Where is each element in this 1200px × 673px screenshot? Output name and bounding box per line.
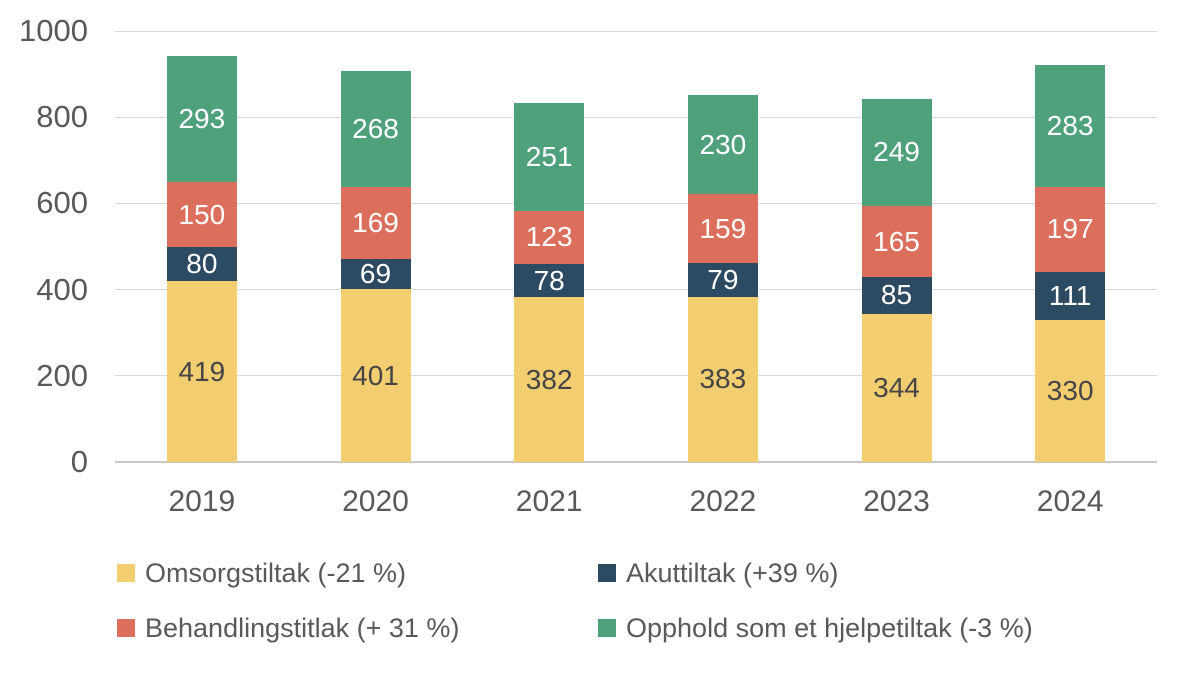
bar-segment-2024-omsorgstiltak[interactable]: 330 bbox=[1035, 319, 1106, 462]
bar-segment-2022-akuttiltak[interactable]: 79 bbox=[687, 262, 758, 297]
bar-value-label: 330 bbox=[1046, 374, 1094, 406]
bar-segment-2024-behandlingstitlak[interactable]: 197 bbox=[1035, 187, 1106, 272]
bar-value-label: 165 bbox=[873, 225, 920, 257]
legend-label: Behandlingstitlak (+ 31 %) bbox=[145, 612, 460, 643]
x-axis-tick-label: 2024 bbox=[1036, 485, 1104, 518]
x-axis-tick-label: 2020 bbox=[342, 485, 409, 518]
y-axis-tick-label: 600 bbox=[36, 185, 88, 221]
gridline bbox=[115, 375, 1157, 377]
gridline bbox=[115, 116, 1157, 118]
bar-segment-2021-opphold-som-et-hjelpetiltak[interactable]: 251 bbox=[514, 102, 585, 211]
y-axis-tick-label: 200 bbox=[36, 357, 88, 393]
bar-value-label: 251 bbox=[525, 140, 573, 172]
x-axis-tick-label: 2021 bbox=[515, 485, 583, 518]
x-axis-baseline bbox=[115, 461, 1157, 463]
gridline bbox=[115, 202, 1157, 204]
bar-value-label: 401 bbox=[352, 359, 399, 391]
x-axis-tick-label: 2019 bbox=[168, 485, 236, 518]
bar-value-label: 249 bbox=[873, 136, 920, 168]
bar-value-label: 150 bbox=[178, 198, 226, 230]
legend-swatch-opphold-som-et-hjelpetiltak bbox=[598, 619, 616, 637]
bar-segment-2022-omsorgstiltak[interactable]: 383 bbox=[687, 296, 758, 462]
bar-segment-2022-behandlingstitlak[interactable]: 159 bbox=[687, 194, 758, 263]
legend-item-opphold-som-et-hjelpetiltak[interactable]: Opphold som et hjelpetiltak (-3 %) bbox=[598, 612, 1033, 644]
bar-value-label: 293 bbox=[178, 103, 226, 135]
y-axis-tick-label: 0 bbox=[70, 444, 88, 479]
bar-value-label: 382 bbox=[525, 363, 573, 395]
bar-value-label: 78 bbox=[533, 264, 565, 296]
legend-label: Omsorgstiltak (-21 %) bbox=[145, 557, 407, 588]
legend-item-akuttiltak[interactable]: Akuttiltak (+39 %) bbox=[598, 557, 838, 589]
bar-segment-2021-omsorgstiltak[interactable]: 382 bbox=[514, 297, 585, 462]
bar-segment-2020-behandlingstitlak[interactable]: 169 bbox=[340, 186, 411, 260]
gridline bbox=[115, 30, 1157, 32]
x-axis-tick-label: 2023 bbox=[863, 485, 930, 518]
bar-value-label: 79 bbox=[707, 263, 739, 295]
bar-value-label: 169 bbox=[352, 206, 399, 238]
bar-value-label: 230 bbox=[699, 128, 747, 160]
bar-segment-2021-behandlingstitlak[interactable]: 123 bbox=[514, 210, 585, 264]
gridline bbox=[115, 289, 1157, 291]
bar-segment-2023-opphold-som-et-hjelpetiltak[interactable]: 249 bbox=[861, 98, 932, 206]
bar-segment-2023-omsorgstiltak[interactable]: 344 bbox=[861, 313, 932, 462]
bar-value-label: 85 bbox=[880, 279, 913, 311]
bar-value-label: 159 bbox=[699, 212, 747, 244]
legend-swatch-behandlingstitlak bbox=[117, 619, 135, 637]
y-axis-tick-label: 400 bbox=[36, 271, 88, 307]
bar-value-label: 111 bbox=[1048, 279, 1092, 311]
bar-value-label: 344 bbox=[873, 371, 920, 403]
bar-value-label: 197 bbox=[1046, 213, 1094, 245]
bar-segment-2022-opphold-som-et-hjelpetiltak[interactable]: 230 bbox=[687, 95, 758, 195]
bar-value-label: 283 bbox=[1046, 110, 1094, 142]
bar-value-label: 69 bbox=[359, 258, 392, 290]
bar-segment-2024-opphold-som-et-hjelpetiltak[interactable]: 283 bbox=[1035, 65, 1106, 188]
bar-value-label: 419 bbox=[178, 355, 226, 387]
x-axis-tick-label: 2022 bbox=[689, 485, 757, 518]
bar-segment-2019-opphold-som-et-hjelpetiltak[interactable]: 293 bbox=[166, 55, 237, 183]
bar-segment-2020-akuttiltak[interactable]: 69 bbox=[340, 258, 411, 290]
bar-value-label: 383 bbox=[699, 363, 747, 395]
legend-item-omsorgstiltak[interactable]: Omsorgstiltak (-21 %) bbox=[117, 557, 406, 589]
y-axis-tick-label: 1000 bbox=[19, 13, 88, 48]
bar-segment-2023-behandlingstitlak[interactable]: 165 bbox=[861, 205, 932, 278]
bar-segment-2019-behandlingstitlak[interactable]: 150 bbox=[166, 182, 237, 247]
bar-value-label: 80 bbox=[186, 248, 218, 280]
legend-item-behandlingstitlak[interactable]: Behandlingstitlak (+ 31 %) bbox=[117, 612, 459, 644]
bar-segment-2019-akuttiltak[interactable]: 80 bbox=[166, 246, 237, 282]
bar-segment-2020-opphold-som-et-hjelpetiltak[interactable]: 268 bbox=[340, 71, 411, 187]
y-axis-tick-label: 800 bbox=[36, 99, 88, 135]
bar-segment-2020-omsorgstiltak[interactable]: 401 bbox=[340, 289, 411, 462]
legend-swatch-omsorgstiltak bbox=[117, 564, 135, 582]
bar-segment-2021-akuttiltak[interactable]: 78 bbox=[514, 263, 585, 298]
legend-label: Akuttiltak (+39 %) bbox=[626, 557, 839, 588]
legend-label: Opphold som et hjelpetiltak (-3 %) bbox=[626, 612, 1033, 643]
legend-swatch-akuttiltak bbox=[598, 564, 616, 582]
bar-value-label: 268 bbox=[352, 112, 399, 144]
bar-segment-2023-akuttiltak[interactable]: 85 bbox=[861, 277, 932, 314]
bar-value-label: 123 bbox=[525, 221, 573, 253]
bar-segment-2019-omsorgstiltak[interactable]: 419 bbox=[166, 281, 237, 462]
bar-segment-2024-akuttiltak[interactable]: 111 bbox=[1035, 271, 1106, 320]
